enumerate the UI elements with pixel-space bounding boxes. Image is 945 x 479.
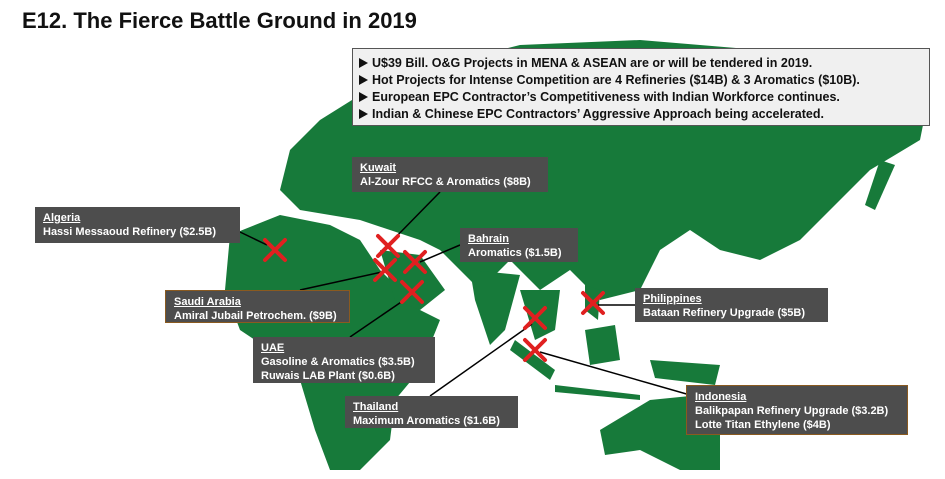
country-name: Philippines [643, 293, 702, 305]
country-name: Bahrain [468, 233, 509, 245]
leader-lines [239, 191, 691, 397]
country-name: Thailand [353, 401, 399, 413]
callout: UAE Gasoline & Aromatics ($3.5B) Ruwais LA… [253, 337, 435, 383]
title: E12. The Fierce Battle Ground in 2019 [22, 8, 417, 33]
marker-stroke [400, 280, 424, 304]
project-marker [373, 258, 397, 282]
project: Ruwais LAB Plant ($0.6B) [261, 370, 395, 382]
leader-line [239, 231, 268, 246]
callout: Thailand Maximum Aromatics ($1.6B) [345, 396, 518, 428]
leader-line [299, 271, 383, 291]
project-marker [523, 338, 547, 362]
bullet-text: European EPC Contractor’s Competitivenes… [372, 89, 840, 104]
project-marker [263, 238, 287, 262]
marker-stroke [376, 234, 400, 258]
country-name: Algeria [43, 212, 81, 224]
arrow [359, 74, 368, 85]
markers [263, 234, 605, 362]
country-name: Kuwait [360, 162, 397, 174]
project-marker [400, 280, 424, 304]
callout: Philippines Bataan Refinery Upgrade ($5B) [635, 288, 828, 322]
project: Amiral Jubail Petrochem. ($9B) [174, 310, 337, 322]
project: Bataan Refinery Upgrade ($5B) [643, 307, 805, 319]
arrow [359, 91, 368, 102]
arrow [359, 57, 368, 68]
leader-line [539, 351, 691, 396]
bullet-text: Indian & Chinese EPC Contractors’ Aggres… [372, 106, 824, 121]
bullet: Hot Projects for Intense Competition are… [359, 71, 923, 88]
bullet: European EPC Contractor’s Competitivenes… [359, 88, 923, 105]
marker-stroke [263, 238, 287, 262]
leader-line [419, 244, 461, 263]
bullet-text: U$39 Bill. O&G Projects in MENA & ASEAN … [372, 55, 813, 70]
callout: Saudi Arabia Amiral Jubail Petrochem. ($9… [165, 290, 350, 323]
project-marker [403, 250, 427, 274]
project-marker [376, 234, 400, 258]
leader-line [429, 323, 533, 397]
project: Aromatics ($1.5B) [468, 247, 562, 259]
project: Al-Zour RFCC & Aromatics ($8B) [360, 176, 531, 188]
bullet-box: U$39 Bill. O&G Projects in MENA & ASEAN … [352, 48, 930, 126]
callout: Algeria Hassi Messaoud Refinery ($2.5B) [35, 207, 240, 243]
callout: Bahrain Aromatics ($1.5B) [460, 228, 578, 262]
callout: Indonesia Balikpapan Refinery Upgrade ($3… [686, 385, 908, 435]
country-name: UAE [261, 342, 285, 354]
bullet-arrow [359, 91, 368, 102]
bullet: U$39 Bill. O&G Projects in MENA & ASEAN … [359, 54, 923, 71]
project: Lotte Titan Ethylene ($4B) [695, 419, 831, 431]
project: Balikpapan Refinery Upgrade ($3.2B) [695, 405, 889, 417]
marker-stroke [373, 258, 397, 282]
project-marker [581, 291, 605, 315]
marker-stroke [581, 291, 605, 315]
marker-stroke [523, 306, 547, 330]
bullet: Indian & Chinese EPC Contractors’ Aggres… [359, 105, 923, 122]
marker-stroke [523, 338, 547, 362]
country-name: Saudi Arabia [174, 296, 241, 308]
arrow [359, 108, 368, 119]
marker-stroke [403, 250, 427, 274]
bullet-arrow [359, 108, 368, 119]
project: Gasoline & Aromatics ($3.5B) [261, 356, 415, 368]
project-marker [523, 306, 547, 330]
project: Hassi Messaoud Refinery ($2.5B) [43, 226, 217, 238]
bullet-text: Hot Projects for Intense Competition are… [372, 72, 860, 87]
bullet-arrow [359, 74, 368, 85]
country-name: Indonesia [695, 391, 747, 403]
leader-line [349, 295, 411, 338]
callout: Kuwait Al-Zour RFCC & Aromatics ($8B) [352, 157, 548, 192]
bullet-arrow [359, 57, 368, 68]
project: Maximum Aromatics ($1.6B) [353, 415, 500, 427]
